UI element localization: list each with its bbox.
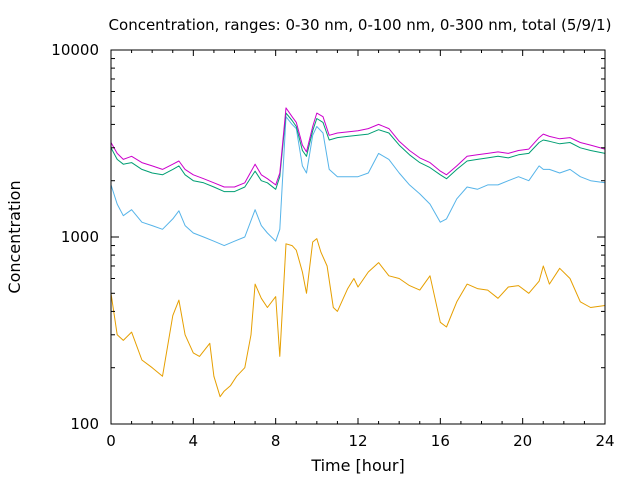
chart-title: Concentration, ranges: 0-30 nm, 0-100 nm… bbox=[109, 16, 612, 34]
series-layer bbox=[110, 107, 606, 398]
x-tick-label: 20 bbox=[513, 432, 532, 450]
series-line-2 bbox=[110, 116, 606, 247]
series-line-4 bbox=[110, 107, 606, 188]
series-line-3 bbox=[110, 112, 606, 193]
x-tick-label: 0 bbox=[106, 432, 116, 450]
y-tick-label: 10000 bbox=[51, 41, 99, 59]
series-line-1 bbox=[110, 238, 606, 398]
x-tick-label: 16 bbox=[431, 432, 450, 450]
x-tick-label: 12 bbox=[348, 432, 367, 450]
y-tick-label: 1000 bbox=[61, 228, 99, 246]
x-axis-label: Time [hour] bbox=[310, 456, 404, 475]
x-tick-label: 24 bbox=[595, 432, 614, 450]
y-axis-label: Concentration bbox=[5, 180, 24, 293]
x-tick-label: 4 bbox=[189, 432, 199, 450]
x-tick-label: 8 bbox=[271, 432, 281, 450]
ticks-layer: 0 4 8 12 16 20 24 100 1000 10000 bbox=[51, 41, 614, 450]
plot-frame bbox=[110, 49, 606, 425]
y-tick-label: 100 bbox=[70, 415, 99, 433]
